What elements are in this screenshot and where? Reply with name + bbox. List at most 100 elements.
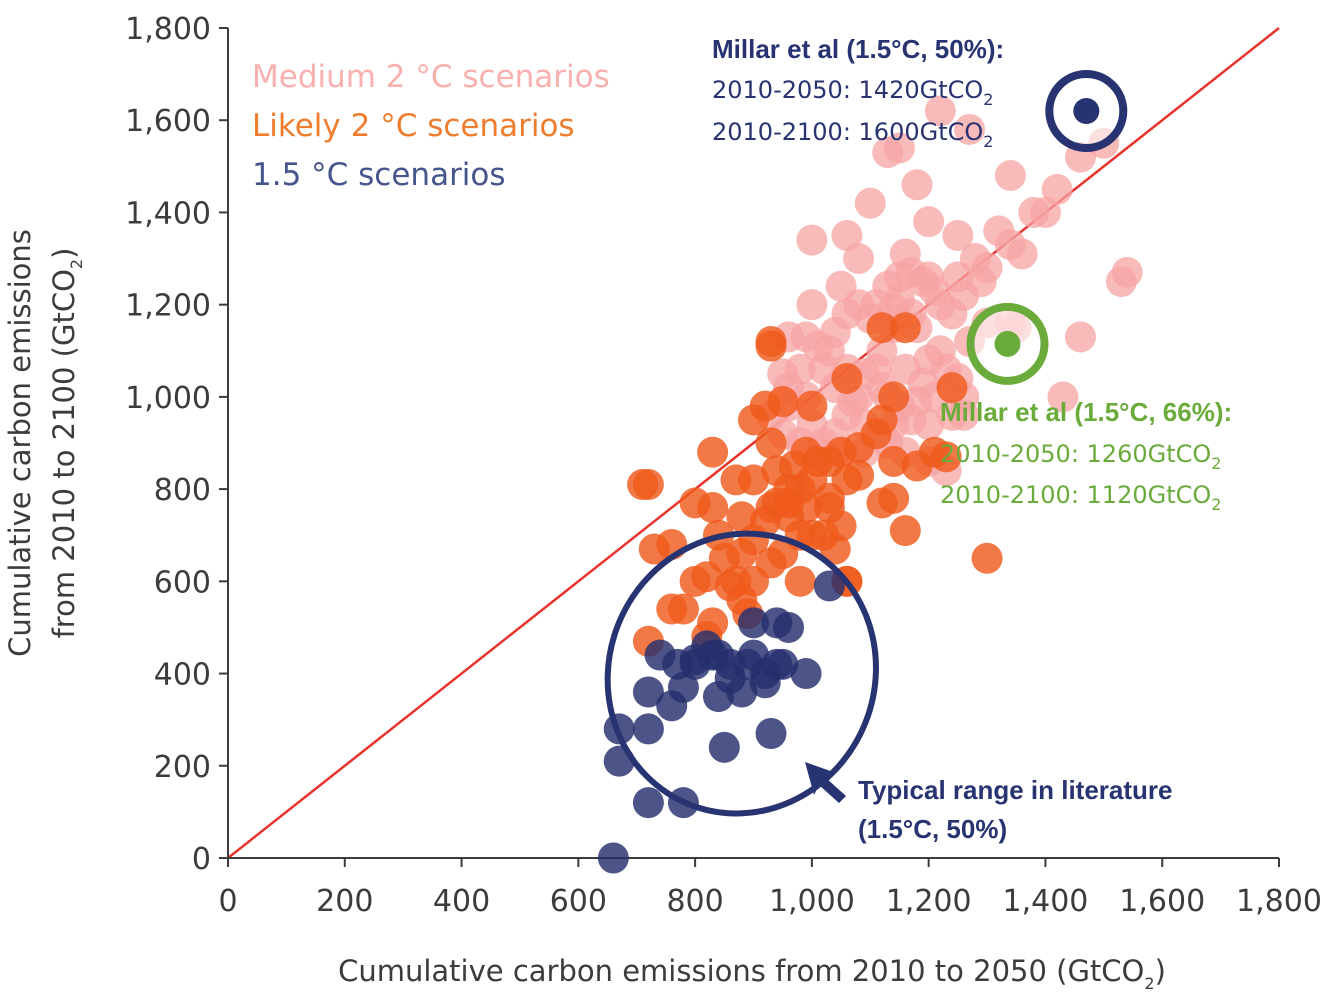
x-tick-label: 1,400: [1002, 884, 1088, 919]
y-axis-title-line2: from 2010 to 2100 (GtCO2): [47, 248, 86, 639]
point-one-point-five: [632, 676, 664, 708]
point-likely-2c: [784, 565, 816, 597]
millar66-line1: 2010-2050: 1260GtCO2: [940, 440, 1221, 473]
point-one-point-five: [813, 570, 845, 602]
point-medium-2c: [808, 353, 840, 385]
legend-likely: Likely 2 °C scenarios: [252, 108, 575, 144]
x-tick-label: 0: [218, 884, 237, 919]
y-tick-label: 1,800: [125, 12, 211, 47]
point-likely-2c: [936, 372, 968, 404]
arrow-icon: [805, 762, 846, 803]
point-medium-2c: [889, 238, 921, 270]
axis-ticks: 0 200 400 600 800 1,000 1,200 1,400 1,600 1,800 0 2…: [125, 12, 1322, 919]
point-medium-2c: [767, 358, 799, 390]
point-likely-2c: [971, 542, 1003, 574]
point-likely-2c: [755, 492, 787, 524]
point-medium-2c: [994, 160, 1026, 192]
point-medium-2c: [948, 399, 980, 431]
point-likely-2c: [866, 312, 898, 344]
x-tick-label: 1,600: [1119, 884, 1205, 919]
point-medium-2c: [901, 169, 933, 201]
point-one-point-five: [790, 658, 822, 690]
point-likely-2c: [656, 593, 688, 625]
point-likely-2c: [738, 464, 769, 496]
x-axis-title: Cumulative carbon emissions from 2010 to…: [338, 954, 1166, 993]
point-medium-2c: [860, 353, 892, 385]
point-medium-2c: [1041, 173, 1073, 205]
point-likely-2c: [878, 445, 910, 477]
point-medium-2c: [942, 220, 974, 251]
point-likely-2c: [889, 515, 921, 547]
point-one-point-five: [726, 676, 758, 708]
point-likely-2c: [679, 565, 711, 597]
highlight-point-millar-50: [1073, 98, 1100, 124]
point-likely-2c: [755, 330, 787, 362]
point-medium-2c: [854, 187, 886, 219]
point-medium-2c: [1064, 321, 1096, 353]
x-tick-label: 1,800: [1236, 884, 1322, 919]
y-tick-label: 600: [154, 565, 211, 600]
point-likely-2c: [843, 459, 875, 491]
point-medium-2c: [924, 95, 956, 127]
literature-line2: (1.5°C, 50%): [858, 814, 1007, 844]
legend-medium: Medium 2 °C scenarios: [252, 59, 610, 95]
millar50-line1: 2010-2050: 1420GtCO2: [712, 76, 993, 109]
point-medium-2c: [936, 298, 968, 330]
point-likely-2c: [878, 482, 910, 514]
point-one-point-five: [679, 648, 711, 680]
point-medium-2c: [1105, 266, 1137, 298]
point-likely-2c: [767, 386, 799, 417]
millar66-line2: 2010-2100: 1120GtCO2: [940, 481, 1221, 514]
reference-line: [227, 27, 1280, 859]
point-medium-2c: [1047, 381, 1079, 413]
point-likely-2c: [697, 436, 729, 468]
y-tick-label: 1,600: [125, 104, 211, 139]
point-medium-2c: [831, 220, 863, 251]
point-one-point-five: [708, 731, 740, 763]
point-likely-2c: [638, 533, 670, 565]
x-tick-label: 600: [550, 884, 607, 919]
point-likely-2c: [831, 362, 863, 394]
point-one-point-five: [667, 671, 699, 703]
point-medium-2c: [1006, 238, 1038, 270]
point-medium-2c: [796, 289, 828, 321]
point-medium-2c: [883, 132, 915, 164]
data-points: [597, 95, 1143, 874]
point-one-point-five: [632, 713, 664, 745]
y-tick-label: 0: [192, 842, 211, 877]
x-tick-label: 200: [316, 884, 373, 919]
y-tick-label: 1,200: [125, 289, 211, 324]
point-likely-2c: [813, 492, 845, 524]
y-tick-label: 200: [154, 750, 211, 785]
point-one-point-five: [738, 607, 769, 639]
point-likely-2c: [697, 492, 729, 524]
highlight-point-millar-66: [994, 330, 1021, 357]
y-tick-label: 1,000: [125, 381, 211, 416]
literature-line1: Typical range in literature: [858, 775, 1173, 805]
x-tick-label: 800: [666, 884, 723, 919]
point-medium-2c: [954, 113, 986, 145]
legend-1.5: 1.5 °C scenarios: [252, 157, 506, 193]
point-one-point-five: [597, 842, 629, 874]
point-likely-2c: [843, 432, 875, 464]
literature-range-ellipse: [604, 530, 879, 817]
point-medium-2c: [913, 206, 945, 238]
y-tick-label: 1,400: [125, 196, 211, 231]
y-tick-label: 400: [154, 658, 211, 693]
y-tick-label: 800: [154, 473, 211, 508]
point-one-point-five: [755, 718, 787, 749]
millar50-line2: 2010-2100: 1600GtCO2: [712, 118, 993, 151]
point-medium-2c: [1029, 196, 1061, 228]
point-likely-2c: [866, 404, 898, 436]
point-medium-2c: [919, 275, 951, 307]
x-tick-label: 1,200: [886, 884, 972, 919]
point-medium-2c: [907, 367, 939, 399]
point-one-point-five: [644, 639, 676, 671]
highlight-markers: [966, 70, 1128, 385]
point-likely-2c: [802, 445, 834, 477]
point-medium-2c: [796, 224, 828, 256]
x-tick-label: 400: [433, 884, 490, 919]
x-tick-label: 1,000: [769, 884, 855, 919]
point-likely-2c: [930, 441, 962, 473]
